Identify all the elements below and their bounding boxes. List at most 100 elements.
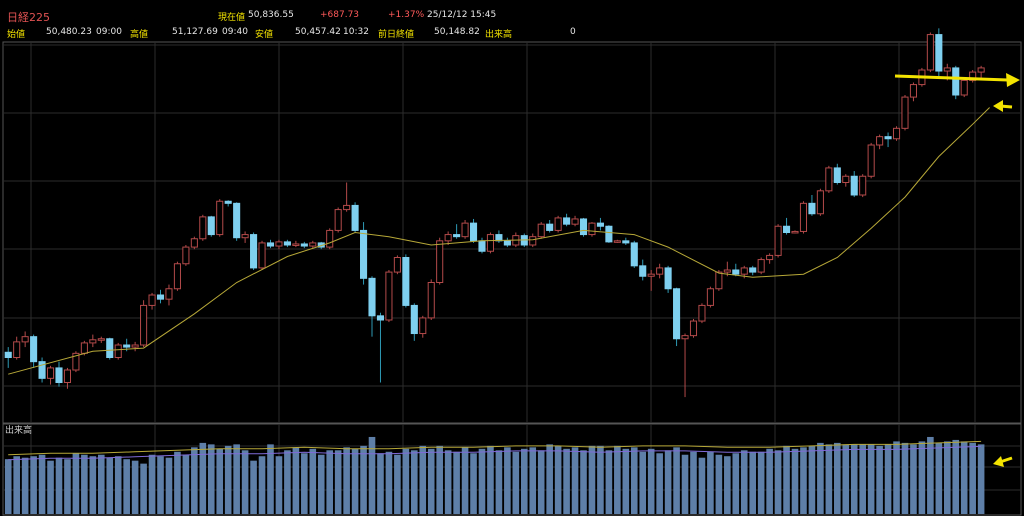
volume-bar-7 [64,459,71,514]
current-price-label: 現在値 [218,13,246,23]
candle-body-42 [360,229,368,279]
candle-body-84 [715,271,723,290]
candle-body-88 [749,267,757,273]
candle-body-83 [706,288,714,306]
volume-bar-34 [292,447,300,514]
volume-bar-9 [81,454,88,514]
volume-bar-49 [419,445,427,514]
candle-body-43 [368,277,376,317]
volume-bar-39 [334,450,342,514]
open-label: 始値 [7,30,26,40]
candle-body-39 [334,209,342,231]
volume-bar-67 [571,447,579,514]
candle-body-78 [664,267,672,290]
volume-bar-47 [402,448,410,514]
candle-body-57 [486,234,494,252]
candle-body-63 [537,223,545,238]
volume-bar-76 [647,448,655,514]
volume-bar-30 [258,456,266,514]
candle-body-2 [21,336,29,343]
volume-bar-54 [461,447,469,514]
candle-body-79 [673,288,681,340]
candle-body-97 [825,167,833,192]
volume-bar-13 [114,456,122,514]
volume-bar-101 [859,444,866,514]
volume-bar-27 [233,444,240,514]
candle-body-89 [757,259,765,273]
candle-body-44 [376,315,385,321]
candle-body-87 [740,267,748,275]
volume-bar-90 [766,448,773,514]
candle-body-93 [791,230,799,234]
volume-bar-38 [326,450,334,514]
volume-panel-label: 出来高 [5,424,32,436]
candle-body-4 [38,361,46,379]
candle-body-115 [977,67,985,73]
volume-bar-100 [850,444,858,514]
volume-bar-4 [38,454,46,514]
volume-bar-62 [529,447,537,514]
volume-bar-108 [918,441,926,514]
candle-body-53 [453,234,461,238]
volume-bar-96 [817,442,824,514]
candle-body-104 [884,136,892,140]
volume-bar-86 [732,453,740,514]
candle-body-3 [30,336,38,363]
volume-bar-28 [241,450,249,514]
prev-close-value: 50,148.82 [434,27,480,37]
volume-bar-43 [368,436,376,514]
annotation-arrow-head [1006,73,1020,87]
volume-bar-52 [444,450,452,514]
high-value: 51,127.69 [172,27,218,37]
candle-body-70 [596,222,604,227]
candle-body-41 [351,204,359,231]
volume-bar-106 [901,442,909,514]
volume-bar-10 [89,456,97,514]
candle-body-80 [681,335,689,340]
candle-body-91 [774,225,782,256]
volume-bar-71 [605,450,613,514]
volume-bar-97 [825,444,833,514]
volume-bar-92 [783,445,790,514]
high-label: 高値 [130,30,149,40]
candle-body-36 [309,242,317,247]
candle-body-103 [876,136,884,146]
volume-bar-22 [191,447,198,514]
volume-bar-84 [715,454,723,514]
candle-body-28 [241,234,249,239]
volume-bar-72 [614,445,621,514]
volume-bar-91 [774,450,782,514]
volume-bar-50 [427,448,435,514]
candle-body-6 [55,367,63,383]
volume-bar-88 [749,451,757,514]
candle-body-51 [436,240,444,283]
candle-body-18 [156,294,165,300]
volume-header-value: 0 [570,27,576,37]
volume-bar-111 [943,441,951,514]
volume-bar-102 [867,444,875,514]
candle-body-64 [546,223,554,231]
volume-bar-80 [681,454,689,514]
quote-header: 日経225 現在値 50,836.55 +687.73 +1.37% 25/12… [0,0,1024,42]
volume-bar-89 [757,451,765,514]
volume-bar-45 [385,451,393,514]
candle-body-30 [258,242,266,269]
volume-bar-73 [622,448,630,514]
candle-body-109 [926,34,934,71]
volume-bar-87 [740,450,748,514]
candle-body-38 [326,229,334,248]
volume-bar-3 [30,456,37,514]
volume-bar-109 [927,436,934,514]
candle-body-17 [148,294,156,306]
volume-bar-24 [207,444,215,514]
candle-body-59 [503,240,511,246]
candle-body-8 [72,352,80,371]
volume-bar-93 [791,448,799,514]
volume-bar-60 [512,451,520,514]
volume-bar-46 [394,454,401,514]
volume-bar-83 [707,451,714,514]
candle-body-45 [385,271,393,321]
candle-body-35 [300,243,308,247]
volume-bar-103 [876,445,883,514]
